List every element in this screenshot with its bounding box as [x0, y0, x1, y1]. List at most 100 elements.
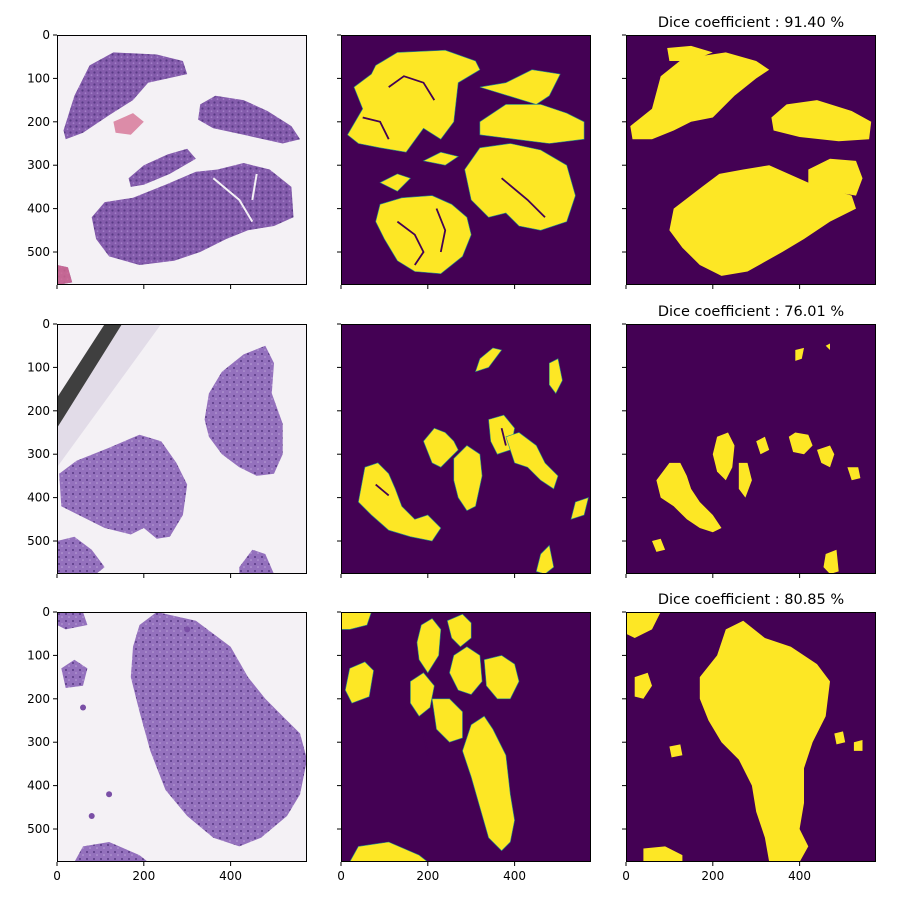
- axes-frame: [341, 324, 591, 574]
- y-tick-label: 100: [27, 360, 50, 374]
- y-tick-label: 100: [27, 648, 50, 662]
- panel-image-r2-c2: [626, 612, 876, 862]
- y-tick-label: 500: [27, 822, 50, 836]
- mask-region: [416, 618, 442, 674]
- mask-region: [549, 358, 563, 394]
- panel-r2-c1: 0 200 400: [337, 611, 591, 883]
- tissue-crack: [251, 173, 258, 201]
- dice-title: Dice coefficient : 91.40 %: [658, 15, 844, 31]
- mask-region: [344, 661, 374, 704]
- mask-region: [475, 347, 503, 373]
- mask-background: [626, 324, 876, 574]
- mask-gap: [388, 75, 436, 101]
- mask-region: [349, 841, 429, 862]
- y-tick-label: 400: [27, 491, 50, 505]
- prediction-region: [656, 462, 722, 533]
- prediction-region: [788, 432, 813, 455]
- blood-region: [113, 113, 144, 135]
- panel-image-r2-c1: [341, 612, 591, 862]
- tissue-fragment: [88, 812, 95, 819]
- tissue-region: [57, 536, 105, 574]
- x-tick-label: 400: [219, 869, 242, 883]
- tissue-region: [63, 52, 188, 140]
- slide-marker-streak: [57, 324, 123, 429]
- y-tick-label: 300: [27, 158, 50, 172]
- prediction-region: [626, 612, 661, 638]
- mask-region: [410, 672, 435, 717]
- mask-region: [341, 612, 372, 630]
- prediction-region: [808, 158, 863, 196]
- panel-image-r1-c2: [626, 324, 876, 574]
- prediction-region: [795, 347, 804, 361]
- y-tick-label: 200: [27, 404, 50, 418]
- mask-region: [423, 427, 459, 468]
- x-tick-label: 0: [337, 869, 345, 883]
- mask-gap: [405, 706, 429, 756]
- mask-gap: [435, 208, 447, 253]
- x-tick-label: 400: [788, 869, 811, 883]
- panel-image-r1-c0: [57, 324, 307, 574]
- y-tick-label: 500: [27, 245, 50, 259]
- panel-image-r0-c1: [341, 35, 591, 285]
- prediction-region: [847, 467, 861, 481]
- tissue-region: [74, 842, 149, 862]
- panel-r2-c2: 0 200 400 Dice coefficient : 80.85 %: [622, 592, 876, 883]
- mask-gap: [375, 483, 390, 497]
- mask-region: [464, 143, 576, 231]
- prediction-region: [667, 45, 713, 61]
- y-tick-label: 400: [27, 779, 50, 793]
- panel-r2-c0: 0 100 200 300 400 500 0 200 400: [27, 605, 307, 883]
- mask-gap: [396, 220, 425, 266]
- mask-region: [483, 655, 520, 700]
- tissue-region: [61, 659, 88, 688]
- prediction-region: [643, 846, 683, 862]
- axes-frame: [626, 612, 876, 862]
- mask-gap: [501, 177, 546, 218]
- panel-image-r1-c1: [341, 324, 591, 574]
- tissue-region: [198, 95, 301, 144]
- mask-region: [358, 462, 442, 542]
- y-tick-label: 300: [27, 447, 50, 461]
- y-tick-label: 500: [27, 534, 50, 548]
- panel-r1-c0: 0 100 200 300 400 500: [27, 317, 307, 578]
- axes-frame: [341, 612, 591, 862]
- tissue-region: [204, 345, 283, 476]
- panel-image-r0-c2: [626, 35, 876, 285]
- mask-region: [446, 613, 472, 648]
- y-tick-label: 400: [27, 202, 50, 216]
- panel-image-r0-c0: [57, 35, 307, 285]
- mask-region: [375, 195, 472, 275]
- axes-frame: [626, 324, 876, 574]
- axes-frame: [57, 35, 307, 285]
- mask-region: [479, 104, 585, 144]
- panel-r1-c2: Dice coefficient : 76.01 %: [622, 304, 876, 578]
- y-tick-label: 0: [42, 317, 50, 331]
- axes-frame: [57, 324, 307, 574]
- tissue-crack: [212, 177, 254, 223]
- mask-region: [505, 432, 559, 490]
- mask-region: [379, 173, 411, 192]
- dice-title: Dice coefficient : 76.01 %: [658, 304, 844, 320]
- x-tick-label: 0: [622, 869, 630, 883]
- mask-gap: [500, 427, 507, 446]
- prediction-region: [756, 436, 770, 455]
- mask-region: [462, 715, 515, 852]
- y-tick-label: 300: [27, 735, 50, 749]
- prediction-region: [708, 182, 735, 198]
- mask-gap: [362, 116, 390, 140]
- panel-r0-c2: Dice coefficient : 91.40 %: [622, 15, 876, 289]
- tissue-region: [91, 163, 294, 265]
- prediction-region: [712, 432, 735, 481]
- y-tick-label: 200: [27, 692, 50, 706]
- panel-r0-c0: 0 100 200 300 400 500: [27, 28, 307, 289]
- prediction-region: [738, 462, 752, 498]
- x-tick-label: 200: [132, 869, 155, 883]
- tissue-fragment: [184, 626, 191, 633]
- y-tick-label: 200: [27, 115, 50, 129]
- y-tick-label: 0: [42, 28, 50, 42]
- mask-region: [431, 698, 463, 743]
- mask-region: [449, 646, 483, 695]
- mask-region: [422, 151, 459, 166]
- prediction-region: [669, 744, 683, 758]
